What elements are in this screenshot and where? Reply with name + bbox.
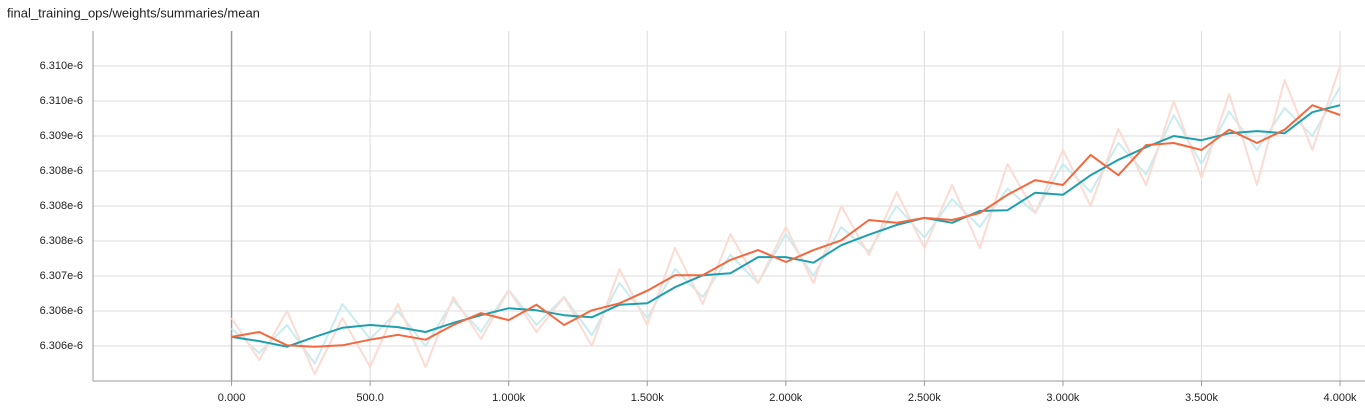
y-tick-label: 6.308e-6 xyxy=(40,235,83,247)
x-tick-label: 4.000k xyxy=(1324,392,1358,404)
x-tick-label: 2.500k xyxy=(908,392,942,404)
x-tick-label: 1.500k xyxy=(631,392,665,404)
x-tick-label: 0.000 xyxy=(218,392,246,404)
y-tick-label: 6.307e-6 xyxy=(40,270,83,282)
x-tick-label: 1.000k xyxy=(492,392,526,404)
y-tick-label: 6.308e-6 xyxy=(40,165,83,177)
x-tick-label: 2.000k xyxy=(769,392,803,404)
y-tick-label: 6.310e-6 xyxy=(40,95,83,107)
x-tick-label: 500.0 xyxy=(356,392,384,404)
series-line xyxy=(231,104,1341,348)
chart-title: final_training_ops/weights/summaries/mea… xyxy=(7,5,260,20)
x-tick-label: 3.000k xyxy=(1046,392,1080,404)
y-tick-label: 6.306e-6 xyxy=(40,340,83,352)
y-tick-label: 6.306e-6 xyxy=(40,305,83,317)
x-tick-label: 3.500k xyxy=(1185,392,1219,404)
series-line xyxy=(230,65,1342,375)
y-tick-label: 6.310e-6 xyxy=(40,60,83,72)
y-tick-label: 6.309e-6 xyxy=(40,130,83,142)
y-tick-label: 6.308e-6 xyxy=(40,200,83,212)
